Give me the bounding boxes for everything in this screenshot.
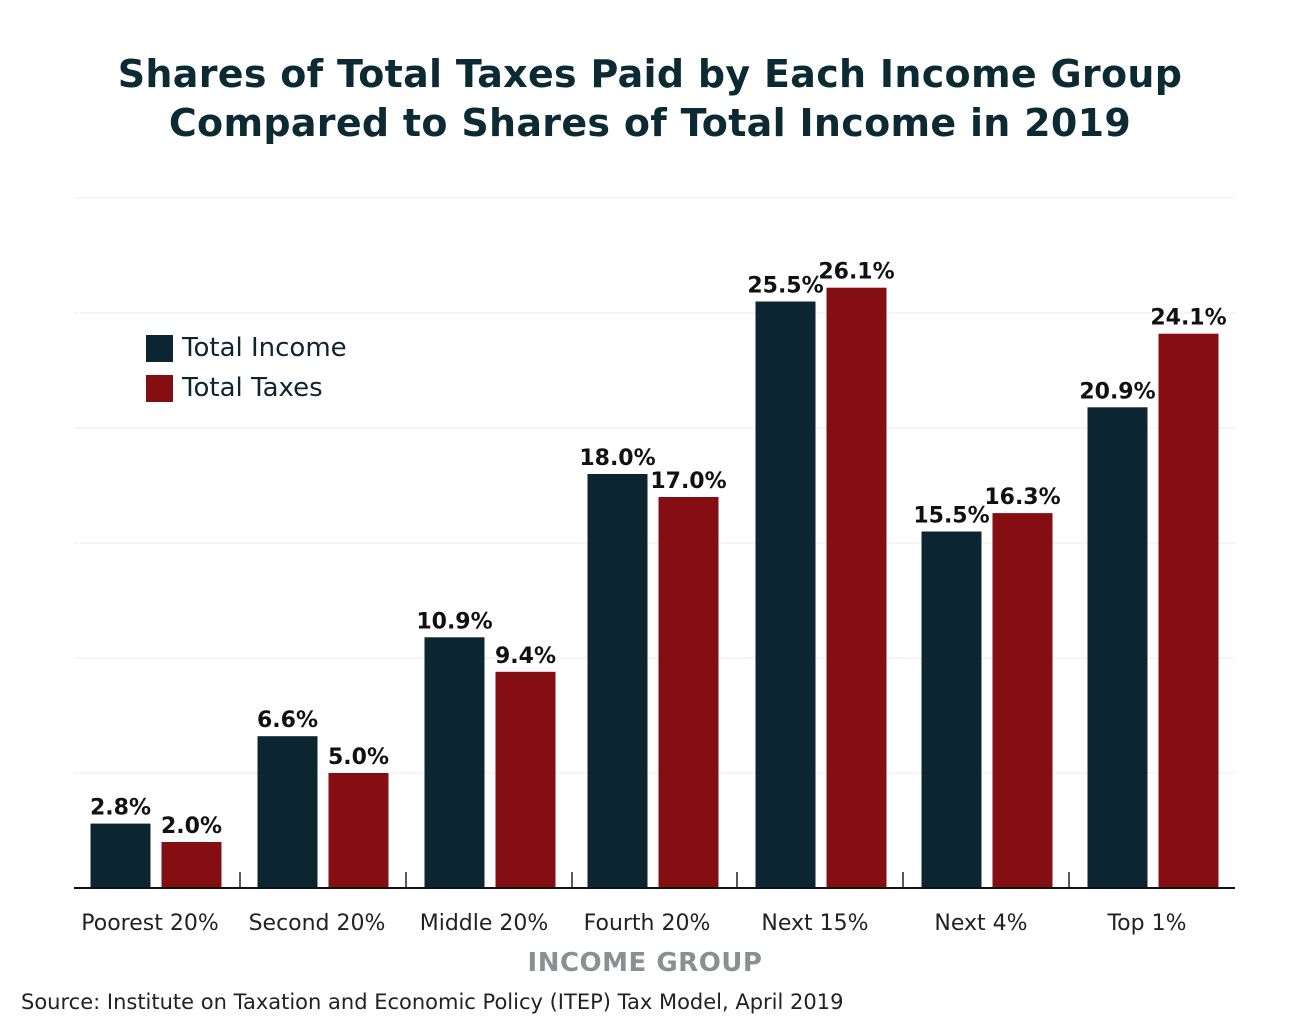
data-label: 6.6% (257, 708, 318, 733)
x-tick-label: Second 20% (249, 911, 386, 936)
legend-item-total-income: Total Income (146, 328, 347, 368)
bar-total-taxes (1158, 333, 1219, 888)
x-tick-label: Top 1% (1106, 911, 1186, 936)
bar-total-income (90, 823, 151, 888)
legend: Total Income Total Taxes (146, 328, 347, 408)
bar-total-income (1087, 407, 1148, 888)
x-tick-label: Next 4% (934, 911, 1027, 936)
legend-label-total-taxes: Total Taxes (182, 373, 323, 403)
x-tick-label: Fourth 20% (584, 911, 711, 936)
bar-total-income (587, 474, 648, 888)
data-label: 9.4% (495, 644, 556, 669)
data-label: 5.0% (328, 745, 389, 770)
data-label: 24.1% (1150, 306, 1226, 331)
legend-label-total-income: Total Income (182, 333, 347, 363)
legend-swatch-total-income (146, 334, 173, 362)
x-tick-label: Poorest 20% (81, 911, 218, 936)
data-label: 26.1% (818, 260, 894, 285)
data-label: 18.0% (579, 446, 655, 471)
data-label: 10.9% (416, 609, 492, 634)
x-tick-label: Next 15% (761, 911, 868, 936)
bar-total-income (921, 531, 982, 888)
data-label: 25.5% (747, 274, 823, 299)
data-label: 20.9% (1079, 379, 1155, 404)
bar-total-income (755, 301, 816, 888)
bar-total-taxes (826, 287, 887, 888)
bar-total-taxes (161, 842, 222, 888)
data-label: 17.0% (650, 469, 726, 494)
bar-total-taxes (495, 671, 556, 888)
bar-total-taxes (658, 497, 719, 888)
bar-total-taxes (328, 773, 389, 888)
bar-total-income (424, 637, 485, 888)
x-tick-label: Middle 20% (420, 911, 549, 936)
chart-title: Shares of Total Taxes Paid by Each Incom… (0, 50, 1300, 148)
data-label: 2.8% (90, 796, 151, 821)
data-label: 16.3% (984, 485, 1060, 510)
chart-title-line-2: Compared to Shares of Total Income in 20… (168, 101, 1132, 145)
legend-item-total-taxes: Total Taxes (146, 368, 347, 408)
source-note: Source: Institute on Taxation and Econom… (21, 990, 844, 1014)
data-label: 2.0% (161, 814, 222, 839)
legend-swatch-total-taxes (146, 374, 173, 402)
bar-total-taxes (992, 513, 1053, 888)
x-axis-title: INCOME GROUP (527, 948, 763, 978)
bar-total-income (257, 736, 318, 888)
data-label: 15.5% (913, 504, 989, 529)
chart-title-line-1: Shares of Total Taxes Paid by Each Incom… (117, 52, 1183, 96)
